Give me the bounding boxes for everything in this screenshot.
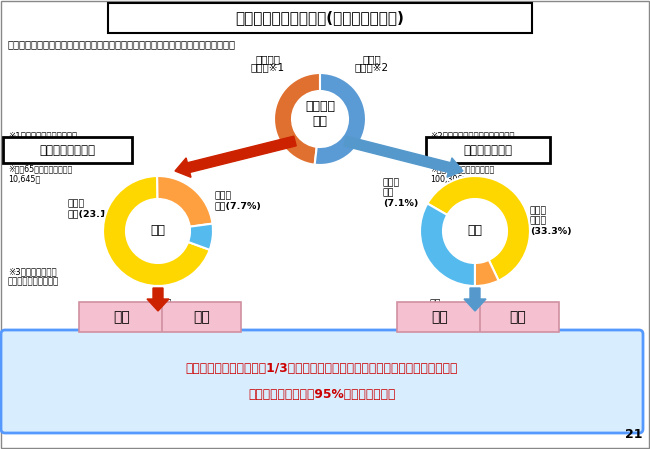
Wedge shape [427,176,530,281]
Text: ワクチン接種者では、約1/3が無症状であり、発症・重症化予防効果が見られる: ワクチン接種者では、約1/3が無症状であり、発症・重症化予防効果が見られる [186,362,458,375]
Wedge shape [315,73,366,165]
Text: 無症状
３人(7.7%): 無症状 ３人(7.7%) [215,191,262,211]
Text: 軽症
２７人
(69.2%)※3: 軽症 ２７人 (69.2%)※3 [137,299,195,329]
Text: ※市内65歳以上未接種者数
10,645人: ※市内65歳以上未接種者数 10,645人 [8,164,72,183]
Text: ※3：軽症者のうち
１人が重症化し、死亡: ※3：軽症者のうち １人が重症化し、死亡 [8,267,59,286]
Text: 軽症
２５人
(59.6%): 軽症 ２５人 (59.6%) [414,299,456,329]
Wedge shape [173,182,203,213]
FancyBboxPatch shape [1,330,643,433]
Polygon shape [175,136,296,177]
Text: 無症状
１４人
(33.3%): 無症状 １４人 (33.3%) [530,206,571,236]
Text: ０人: ０人 [510,310,526,324]
FancyBboxPatch shape [426,137,550,163]
Polygon shape [464,288,486,311]
Text: 死亡: 死亡 [432,310,448,324]
Wedge shape [188,224,213,250]
Text: ワクチン接種者: ワクチン接種者 [463,144,512,157]
Text: 中等症
３人
(7.1%): 中等症 ３人 (7.1%) [383,178,419,208]
Text: ※2：２回接種完了後、２週間経過: ※2：２回接種完了後、２週間経過 [430,131,515,140]
Text: 未接種者: 未接種者 [255,54,281,64]
Text: 一方、未接種者は約95%が発症している: 一方、未接種者は約95%が発症している [248,387,396,401]
Wedge shape [103,200,213,286]
Wedge shape [157,176,213,227]
Text: 症状: 症状 [151,224,166,238]
Polygon shape [147,288,169,311]
Text: ワクチン
接種: ワクチン 接種 [305,100,335,128]
Wedge shape [112,176,183,213]
FancyBboxPatch shape [108,3,532,33]
Text: 死亡: 死亡 [114,310,131,324]
Text: 接種者: 接種者 [363,54,382,64]
FancyBboxPatch shape [3,137,132,163]
Text: 21: 21 [625,428,642,441]
FancyBboxPatch shape [79,302,241,332]
Text: 市内高齢者の感染分析(発症率、重症化): 市内高齢者の感染分析(発症率、重症化) [235,10,404,26]
Text: 症状: 症状 [467,224,482,238]
Text: ９月１日〜２６日の６５歳以上の感染者：８１人　　保健所による疫学調査から集計: ９月１日〜２６日の６５歳以上の感染者：８１人 保健所による疫学調査から集計 [8,39,236,49]
Wedge shape [475,260,499,286]
Text: ワクチン未接種者: ワクチン未接種者 [39,144,95,157]
Wedge shape [274,73,320,165]
Text: ※1：１回のみの接種を含む: ※1：１回のみの接種を含む [8,131,77,140]
Wedge shape [420,203,475,286]
Polygon shape [344,136,463,177]
Text: ※市内65歳以上全接種者数
100,306人: ※市内65歳以上全接種者数 100,306人 [430,164,494,183]
Text: １人: １人 [194,310,211,324]
Text: ４２人※2: ４２人※2 [355,62,389,72]
Text: 中等症
９人(23.1%): 中等症 ９人(23.1%) [68,199,122,219]
FancyBboxPatch shape [397,302,559,332]
Wedge shape [103,176,210,286]
Text: ３９人※1: ３９人※1 [251,62,285,72]
